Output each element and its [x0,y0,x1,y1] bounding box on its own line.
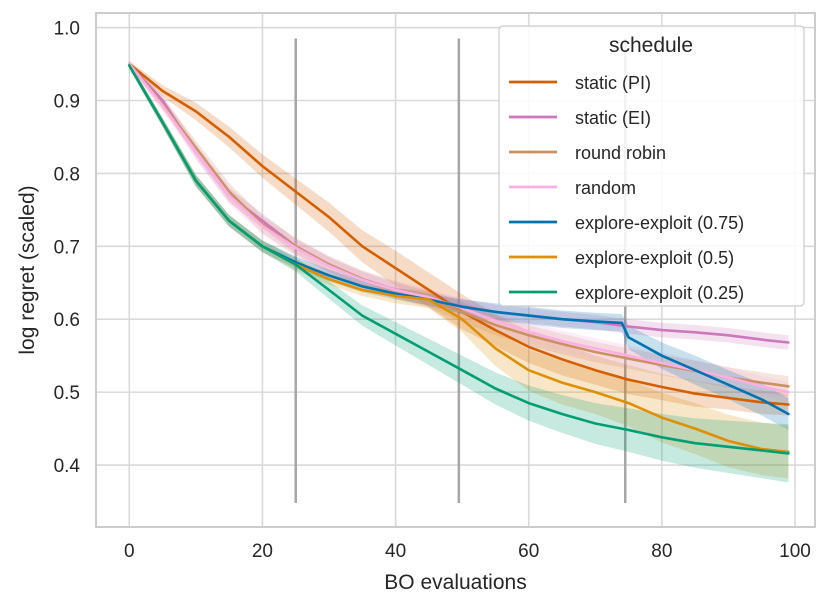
legend-label-3: random [575,178,636,198]
y-tick-label-6: 1.0 [54,19,80,40]
y-tick-label-1: 0.5 [54,383,80,404]
x-tick-label-100: 100 [779,541,811,562]
legend-title: schedule [609,34,693,57]
series-lines [128,62,790,455]
x-tick-label-40: 40 [385,541,406,562]
legend: schedule static (PI) static (EI) round rob… [498,25,805,307]
plot-frame [95,12,816,528]
y-tick-label-3: 0.7 [54,237,80,258]
legend-label-4: explore-exploit (0.75) [575,213,744,233]
band-series-5 [129,62,789,479]
band-series-3 [129,61,789,403]
y-tick-labels: 0.4 0.5 0.6 0.7 0.8 0.9 1.0 [54,19,81,477]
legend-label-2: round robin [575,143,666,163]
x-tick-labels: 0 20 40 60 80 100 [124,541,811,562]
line-series-6 [128,64,790,455]
legend-label-6: explore-exploit (0.25) [575,283,744,303]
y-tick-label-5: 0.9 [54,91,80,112]
band-series-6 [129,62,789,483]
legend-items: static (PI) static (EI) round robin random e… [509,73,744,303]
x-axis-label: BO evaluations [384,571,526,594]
y-tick-label-4: 0.8 [54,164,80,185]
legend-label-0: static (PI) [575,73,651,93]
legend-label-5: explore-exploit (0.5) [575,248,734,268]
y-tick-label-0: 0.4 [54,456,81,477]
x-tick-label-80: 80 [651,541,672,562]
x-tick-label-60: 60 [518,541,539,562]
band-series-2 [129,61,789,397]
y-axis-label: log regret (scaled) [16,185,39,354]
line-series-3 [128,62,790,394]
y-tick-label-2: 0.6 [54,310,80,331]
legend-box [498,25,805,307]
x-tick-label-20: 20 [252,541,273,562]
legend-label-1: static (EI) [575,108,651,128]
x-tick-label-0: 0 [124,541,135,562]
